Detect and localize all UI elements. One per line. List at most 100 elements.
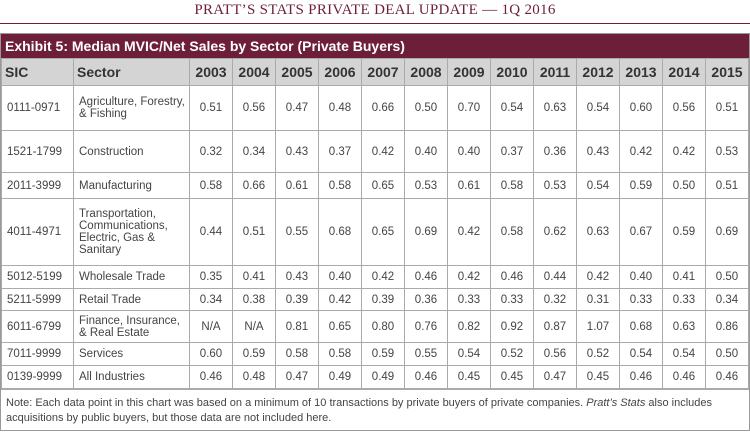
sic-cell: 0139-9999 bbox=[1, 365, 74, 389]
sector-cell: Transportation, Communications, Electric… bbox=[73, 198, 190, 266]
value-cell: 0.66 bbox=[361, 85, 405, 131]
page-header: PRATT’S STATS PRIVATE DEAL UPDATE — 1Q 2… bbox=[194, 2, 556, 18]
footnote: Note: Each data point in this chart was … bbox=[1, 389, 749, 430]
sector-cell: Wholesale Trade bbox=[73, 265, 190, 289]
value-cell: 0.38 bbox=[232, 288, 276, 311]
value-cell: 0.42 bbox=[361, 130, 405, 173]
value-cell: 0.65 bbox=[361, 198, 405, 266]
value-cell: 0.44 bbox=[189, 198, 233, 266]
value-cell: 0.40 bbox=[619, 265, 663, 289]
value-cell: 1.07 bbox=[576, 310, 620, 343]
value-cell: 0.45 bbox=[447, 365, 491, 389]
value-cell: 0.51 bbox=[189, 85, 233, 131]
value-cell: 0.36 bbox=[404, 288, 448, 311]
value-cell: 0.56 bbox=[533, 342, 577, 366]
value-cell: 0.42 bbox=[318, 288, 362, 311]
value-cell: 0.37 bbox=[318, 130, 362, 173]
table-row: 7011-9999 Services 0.60 0.59 0.58 0.58 0.59 0.5… bbox=[1, 342, 749, 366]
value-cell: 0.46 bbox=[490, 265, 534, 289]
value-cell: 0.67 bbox=[619, 198, 663, 266]
value-cell: 0.47 bbox=[275, 365, 319, 389]
column-header: 2010 bbox=[490, 58, 534, 86]
value-cell: 0.68 bbox=[619, 310, 663, 343]
header-rule bbox=[0, 23, 750, 24]
value-cell: 0.33 bbox=[662, 288, 706, 311]
value-cell: 0.33 bbox=[619, 288, 663, 311]
value-cell: 0.82 bbox=[447, 310, 491, 343]
value-cell: 0.53 bbox=[404, 172, 448, 199]
value-cell: N/A bbox=[232, 310, 276, 343]
value-cell: 0.42 bbox=[619, 130, 663, 173]
note-text-end: also includes acquisitions by public buy… bbox=[6, 397, 713, 424]
sector-cell: Manufacturing bbox=[73, 172, 190, 199]
column-header: Sector bbox=[73, 58, 190, 86]
value-cell: 0.58 bbox=[490, 172, 534, 199]
value-cell: 0.51 bbox=[232, 198, 276, 266]
value-cell: 0.43 bbox=[275, 265, 319, 289]
value-cell: 0.49 bbox=[361, 365, 405, 389]
value-cell: 0.58 bbox=[490, 198, 534, 266]
column-header: 2013 bbox=[619, 58, 663, 86]
value-cell: 0.54 bbox=[447, 342, 491, 366]
value-cell: 0.44 bbox=[533, 265, 577, 289]
table-row: 2011-3999 Manufacturing 0.58 0.66 0.61 0.58 0.… bbox=[1, 172, 749, 199]
value-cell: 0.69 bbox=[705, 198, 749, 266]
value-cell: 0.33 bbox=[490, 288, 534, 311]
value-cell: 0.80 bbox=[361, 310, 405, 343]
value-cell: 0.76 bbox=[404, 310, 448, 343]
value-cell: 0.46 bbox=[705, 365, 749, 389]
value-cell: 0.59 bbox=[232, 342, 276, 366]
sic-cell: 0111-0971 bbox=[1, 85, 74, 131]
sector-cell: Construction bbox=[73, 130, 190, 173]
table-row: 6011-6799 Finance, Insurance, & Real Esta… bbox=[1, 310, 749, 343]
exhibit-table-container: Exhibit 5: Median MVIC/Net Sales by Sect… bbox=[0, 33, 750, 431]
value-cell: 0.34 bbox=[705, 288, 749, 311]
value-cell: 0.55 bbox=[275, 198, 319, 266]
value-cell: 0.54 bbox=[576, 85, 620, 131]
value-cell: 0.32 bbox=[533, 288, 577, 311]
value-cell: 0.60 bbox=[189, 342, 233, 366]
column-header: 2003 bbox=[189, 58, 233, 86]
value-cell: 0.31 bbox=[576, 288, 620, 311]
value-cell: 0.54 bbox=[662, 342, 706, 366]
value-cell: 0.54 bbox=[576, 172, 620, 199]
sic-cell: 5012-5199 bbox=[1, 265, 74, 289]
value-cell: 0.70 bbox=[447, 85, 491, 131]
value-cell: 0.46 bbox=[662, 365, 706, 389]
value-cell: 0.46 bbox=[619, 365, 663, 389]
value-cell: 0.65 bbox=[361, 172, 405, 199]
sector-cell: All Industries bbox=[73, 365, 190, 389]
value-cell: 0.48 bbox=[232, 365, 276, 389]
value-cell: 0.40 bbox=[318, 265, 362, 289]
value-cell: 0.39 bbox=[361, 288, 405, 311]
value-cell: 0.35 bbox=[189, 265, 233, 289]
value-cell: 0.69 bbox=[404, 198, 448, 266]
value-cell: 0.49 bbox=[318, 365, 362, 389]
table-row: 5012-5199 Wholesale Trade 0.35 0.41 0.43 0.40… bbox=[1, 265, 749, 289]
value-cell: 0.62 bbox=[533, 198, 577, 266]
value-cell: 0.46 bbox=[189, 365, 233, 389]
value-cell: 0.51 bbox=[705, 172, 749, 199]
value-cell: 0.47 bbox=[533, 365, 577, 389]
value-cell: 0.58 bbox=[275, 342, 319, 366]
sector-cell: Finance, Insurance, & Real Estate bbox=[73, 310, 190, 343]
value-cell: 0.41 bbox=[232, 265, 276, 289]
column-header: 2009 bbox=[447, 58, 491, 86]
value-cell: 0.54 bbox=[490, 85, 534, 131]
column-header: 2008 bbox=[404, 58, 448, 86]
value-cell: 0.39 bbox=[275, 288, 319, 311]
value-cell: 0.51 bbox=[705, 85, 749, 131]
value-cell: 0.56 bbox=[232, 85, 276, 131]
value-cell: N/A bbox=[189, 310, 233, 343]
value-cell: 0.60 bbox=[619, 85, 663, 131]
value-cell: 0.63 bbox=[576, 198, 620, 266]
sector-cell: Services bbox=[73, 342, 190, 366]
sic-cell: 1521-1799 bbox=[1, 130, 74, 173]
column-header: 2005 bbox=[275, 58, 319, 86]
note-text: Note: Each data point in this chart was … bbox=[6, 397, 587, 409]
value-cell: 0.33 bbox=[447, 288, 491, 311]
value-cell: 0.47 bbox=[275, 85, 319, 131]
column-header: 2004 bbox=[232, 58, 276, 86]
value-cell: 0.43 bbox=[576, 130, 620, 173]
value-cell: 0.34 bbox=[232, 130, 276, 173]
